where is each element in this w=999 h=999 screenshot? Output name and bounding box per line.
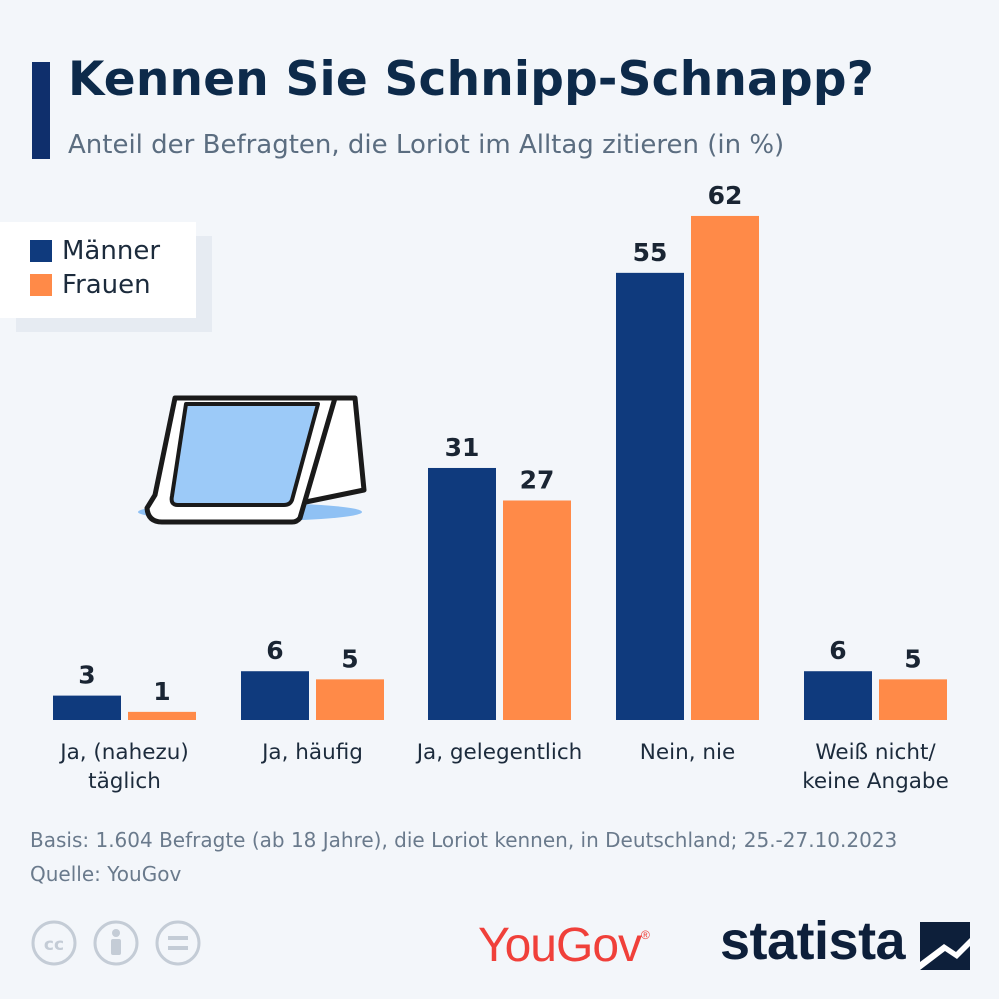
bar-maenner-1 (241, 671, 309, 720)
chart-subtitle: Anteil der Befragten, die Loriot im Allt… (68, 130, 785, 160)
category-label-line: täglich (88, 769, 161, 794)
category-label-4: Weiß nicht/keine Angabe (781, 738, 971, 796)
data-label-maenner-0: 3 (78, 661, 95, 690)
category-label-line: Ja, gelegentlich (416, 740, 583, 765)
bar-frauen-3 (691, 215, 759, 720)
data-label-maenner-1: 6 (266, 636, 283, 665)
title-accent-bar (32, 62, 50, 159)
basis-note: Basis: 1.604 Befragte (ab 18 Jahre), die… (30, 828, 898, 852)
data-label-frauen-1: 5 (341, 644, 358, 673)
category-label-1: Ja, häufig (218, 738, 408, 767)
data-label-frauen-3: 62 (708, 181, 743, 210)
clapperboard-illustration (138, 395, 367, 525)
bar-frauen-2 (503, 500, 571, 720)
category-label-2: Ja, gelegentlich (405, 738, 595, 767)
category-label-line: Weiß nicht/ (815, 740, 936, 765)
yougov-logo: YouGov® (478, 919, 650, 972)
legend-label-maenner: Männer (62, 236, 161, 266)
no-derivatives-icon (155, 920, 201, 966)
category-label-0: Ja, (nahezu) täglich (30, 738, 220, 796)
data-label-maenner-3: 55 (633, 238, 668, 267)
chart-title: Kennen Sie Schnipp-Schnapp? (68, 52, 875, 107)
bar-maenner-2 (428, 467, 496, 720)
bar-maenner-3 (616, 272, 684, 720)
bar-maenner-0 (53, 695, 121, 720)
statista-logo: statista (720, 911, 906, 971)
category-label-line: keine Angabe (802, 769, 949, 794)
yougov-logo-text: YouGov (478, 919, 642, 972)
attribution-icon (93, 920, 139, 966)
data-label-frauen-2: 27 (520, 465, 555, 494)
data-label-maenner-4: 6 (829, 636, 846, 665)
bar-frauen-1 (316, 679, 384, 720)
category-label-3: Nein, nie (593, 738, 783, 767)
data-label-maenner-2: 31 (445, 433, 480, 462)
bar-frauen-4 (879, 679, 947, 720)
cc-icon: cc (31, 920, 77, 966)
legend-item-frauen: Frauen (30, 270, 151, 300)
category-label-line: Ja, häufig (262, 740, 363, 765)
legend: Männer Frauen (0, 222, 196, 318)
legend-swatch-frauen (30, 274, 52, 296)
bar-maenner-4 (804, 671, 872, 720)
legend-item-maenner: Männer (30, 236, 160, 266)
data-label-frauen-0: 1 (153, 677, 170, 706)
source-note: Quelle: YouGov (30, 862, 182, 886)
svg-text:cc: cc (44, 935, 64, 955)
legend-label-frauen: Frauen (62, 270, 151, 300)
license-icons: cc (31, 920, 201, 966)
data-label-frauen-4: 5 (904, 644, 921, 673)
category-label-line: Nein, nie (639, 740, 736, 765)
bars-group (53, 215, 947, 720)
category-label-line: Ja, (nahezu) (60, 740, 189, 765)
legend-swatch-maenner (30, 240, 52, 262)
bar-frauen-0 (128, 711, 196, 720)
statista-logo-icon (920, 922, 970, 970)
